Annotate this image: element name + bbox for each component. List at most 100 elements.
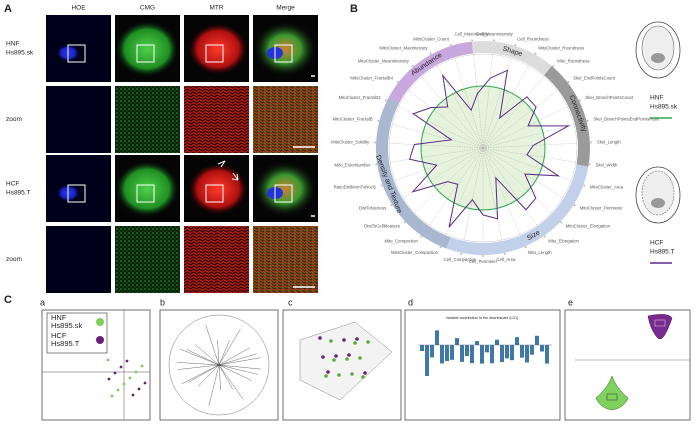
panel-label: B — [350, 3, 358, 15]
label-marker — [460, 252, 463, 255]
point — [366, 340, 370, 344]
label-marker — [420, 235, 423, 238]
label-marker — [560, 221, 563, 224]
bar — [505, 345, 509, 359]
feature-label: Mito_Length — [528, 250, 552, 255]
feature-label: MitoCluster_Area — [590, 185, 624, 190]
label-marker — [374, 141, 377, 144]
zoom-box — [274, 184, 293, 203]
box — [654, 319, 666, 327]
label-marker — [380, 184, 383, 187]
loading-arrow — [218, 347, 250, 366]
loading-arrow — [194, 344, 220, 366]
feature-label: RatioDistMomToNucl1 — [334, 185, 377, 190]
loading-arrow — [205, 325, 220, 366]
legend-dot — [96, 336, 104, 344]
bar — [495, 339, 499, 345]
mito-signal — [188, 163, 248, 215]
spoke — [390, 147, 484, 163]
row-label: zoom — [6, 116, 22, 123]
spoke — [394, 147, 484, 181]
spoke — [482, 54, 493, 149]
row-label: Hs895.T — [6, 190, 31, 197]
bar — [530, 345, 534, 355]
arrow — [217, 160, 239, 181]
feature-label: Skel_Length — [597, 139, 622, 144]
subpanel-label: e — [568, 297, 573, 307]
box — [606, 393, 618, 401]
spoke — [389, 143, 484, 149]
column-header: MTR — [209, 5, 223, 12]
label-marker — [586, 119, 589, 122]
feature-label: MitoCluster_MeanIntensity — [358, 59, 410, 64]
spoke — [421, 76, 484, 149]
label-marker — [449, 43, 452, 46]
mito-signal — [188, 23, 248, 75]
image-bg — [46, 155, 111, 222]
panel-label: A — [4, 3, 12, 15]
point — [337, 373, 341, 377]
label-marker — [534, 52, 537, 55]
point — [332, 358, 336, 362]
point — [119, 365, 123, 369]
spoke — [473, 54, 484, 149]
feature-label: Mito_Roundness — [557, 59, 589, 64]
violin — [647, 314, 673, 340]
spoke — [482, 124, 575, 149]
category-ring — [446, 164, 589, 255]
subpanel-label: b — [160, 297, 165, 307]
spoke — [482, 106, 568, 149]
bar — [525, 345, 529, 363]
spoke — [482, 90, 558, 149]
label-marker — [471, 39, 474, 42]
label-marker — [543, 235, 546, 238]
loading-arrow — [218, 364, 261, 370]
point — [110, 394, 114, 398]
feature-label: MitoCluster_Solidity — [331, 139, 370, 144]
cell-icon-inner — [641, 170, 675, 216]
label-marker — [514, 43, 517, 46]
label-marker — [390, 204, 393, 207]
label-marker — [429, 52, 432, 55]
bar — [425, 345, 429, 376]
feature-label: Cell_Compaction — [444, 257, 477, 262]
bar — [485, 345, 489, 353]
zoom-box — [205, 44, 224, 63]
label-marker — [583, 184, 586, 187]
bar — [545, 345, 549, 364]
feature-label: Mito_Compaction — [384, 239, 418, 244]
merge-signal — [253, 161, 317, 217]
feature-label: Cell_MeanIntensity — [476, 32, 513, 37]
label-marker — [588, 163, 591, 166]
point — [131, 393, 135, 397]
point — [318, 336, 322, 340]
label-marker — [403, 221, 406, 224]
feature-label: Mito_Elongation — [548, 239, 579, 244]
cell-signal — [115, 86, 180, 153]
feature-label: DistToNucleus — [359, 205, 386, 210]
point — [353, 341, 357, 345]
bar — [465, 345, 469, 356]
point — [137, 387, 141, 391]
point — [326, 370, 330, 374]
spoke — [429, 147, 484, 226]
feature-label: Cell_MaxIntensity — [455, 32, 490, 37]
bar — [475, 341, 479, 345]
loading-arrow — [218, 364, 233, 389]
bar — [510, 345, 514, 361]
hcf-profile — [409, 69, 571, 228]
label-marker — [439, 246, 442, 249]
point — [125, 359, 129, 363]
point — [350, 372, 354, 376]
legend-label: Hs895.sk — [650, 104, 678, 111]
label-marker — [411, 65, 414, 68]
bar — [455, 338, 459, 345]
spoke — [482, 147, 503, 241]
feature-label: MitoCluster_FractalB4 — [350, 75, 393, 80]
label-marker — [482, 255, 484, 257]
zoom-box — [67, 184, 86, 203]
label-marker — [552, 65, 555, 68]
feature-label: Cell_Roundness — [517, 36, 549, 41]
cell-signal — [115, 21, 179, 77]
